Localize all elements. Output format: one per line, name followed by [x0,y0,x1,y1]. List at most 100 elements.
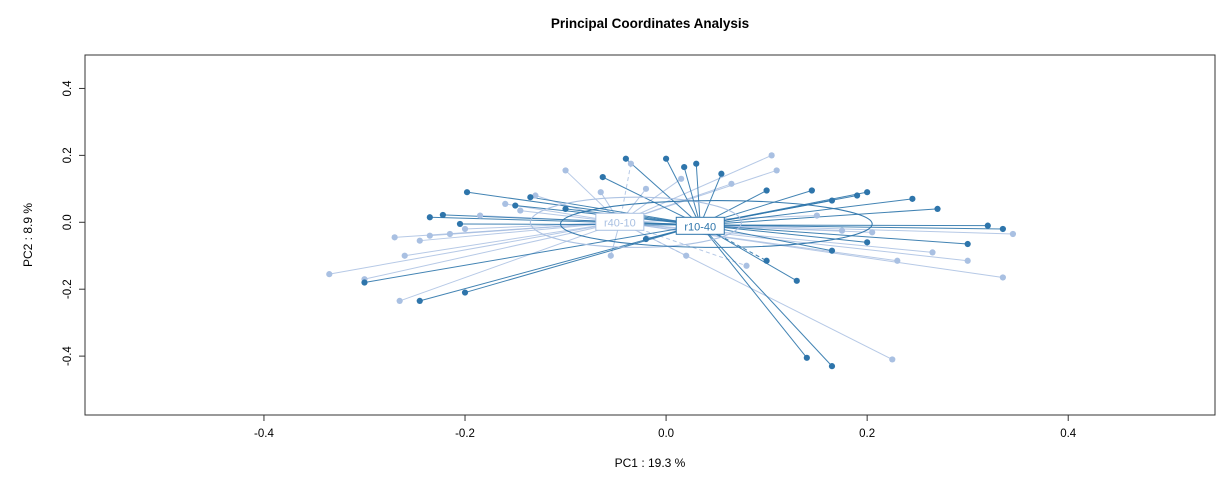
point-r10-40 [808,187,815,194]
point-r40-10 [642,185,650,192]
point-r40-10 [391,234,398,241]
point-r10-40 [864,239,871,246]
point-r40-10 [678,175,685,182]
spider-line-r10-40 [700,224,988,227]
centroid-label-text-r40-10: r40-10 [604,217,636,229]
spider-line-r10-40 [665,158,701,226]
point-r10-40 [599,174,606,181]
point-r10-40 [527,194,534,201]
spider-line-r10-40 [625,158,701,226]
spider-line-r10-40 [700,224,968,245]
point-r10-40 [864,189,871,196]
y-tick-label: -0.2 [62,279,74,299]
point-r10-40 [803,354,810,361]
ellipse-r10-40 [559,199,873,248]
point-r40-10 [476,212,484,219]
point-r40-10 [894,257,901,264]
point-r40-10 [728,180,735,187]
spider-line-r10-40 [700,224,868,243]
point-r40-10 [999,274,1006,281]
point-r40-10 [869,229,876,236]
spider-line-r10-40 [530,196,701,226]
centroid-label-text-r10-40: r10-40 [684,221,716,233]
chart-title: Principal Coordinates Analysis [551,16,749,31]
point-r10-40 [512,202,519,209]
spider-line-r40-10 [464,221,620,230]
spider-line-r10-40 [700,198,913,226]
x-tick-label: 0.0 [658,428,674,440]
point-r40-10 [396,297,403,305]
point-r40-10 [416,237,423,244]
point-r10-40 [693,160,700,167]
point-r10-40 [662,155,670,162]
x-tick-label: 0.4 [1060,428,1077,440]
point-r10-40 [853,192,861,199]
point-r10-40 [984,222,991,229]
point-r10-40 [828,197,836,204]
point-r40-10 [838,227,846,234]
spider-line-r10-40 [419,224,701,302]
spider-line-r10-40 [464,224,701,294]
ellipse-r40-10 [529,196,743,248]
y-tick-label: 0.0 [62,214,74,230]
group-ellipses [529,196,873,248]
point-r40-10 [446,230,454,238]
y-tick-label: -0.4 [62,346,74,366]
spider-line-r10-40 [695,163,701,225]
spider-line-r10-40 [699,224,833,367]
point-r10-40 [416,297,423,305]
spider-line-r10-40 [700,224,767,262]
point-r10-40 [964,240,971,248]
point-r10-40 [909,195,916,202]
y-tick-label: 0.2 [62,147,74,163]
spider-line-r40-10 [619,154,772,223]
point-r10-40 [461,289,469,296]
y-tick-label: 0.4 [62,80,74,97]
point-r40-10 [773,167,780,174]
point-r10-40 [999,225,1006,233]
spider-line-r40-10 [419,221,620,242]
point-r40-10 [964,257,971,264]
point-r10-40 [934,205,941,213]
point-r40-10 [562,167,569,174]
point-r10-40 [718,170,725,177]
spider-line-r10-40 [459,223,701,226]
spider-line-r40-10 [619,221,933,253]
point-r10-40 [562,205,569,213]
point-r40-10 [683,252,690,259]
point-r10-40 [439,211,447,219]
spider-line-r40-10 [399,221,621,302]
point-r10-40 [828,247,836,254]
point-r10-40 [456,220,464,228]
point-r40-10 [929,249,936,256]
point-r40-10 [607,252,614,259]
point-r10-40 [763,257,770,264]
point-r10-40 [426,214,433,221]
point-r40-10 [326,271,333,278]
centroid-labels: r40-10 r10-40 [595,212,725,235]
y-axis-label: PC2 : 8.9 % [21,203,35,267]
axis-ticks: -0.4 -0.2 0.0 0.2 0.4 -0.4 -0.2 0.0 0.2 0.4 [62,80,1077,440]
point-r40-10 [627,160,634,167]
spider-line-r10-40 [683,166,701,226]
point-r40-10 [517,207,524,214]
x-tick-label: -0.2 [455,428,475,440]
point-r40-10 [461,225,469,233]
point-r40-10 [502,200,509,207]
centroid-label-box-r40-10 [595,212,645,231]
x-tick-label: 0.2 [859,428,875,440]
point-r40-10 [1009,230,1017,238]
x-axis-label: PC1 : 19.3 % [615,456,686,470]
point-r40-10 [532,192,539,199]
point-r40-10 [813,212,820,219]
centroid-label-box-r10-40 [675,216,725,235]
plot-area-border [84,54,1216,416]
point-r40-10 [743,262,750,269]
point-r40-10 [597,189,604,196]
spider-line-r40-10 [404,221,620,257]
spider-line-r10-40 [700,191,868,226]
point-r40-10 [889,356,896,363]
spider-lines [329,154,1013,367]
